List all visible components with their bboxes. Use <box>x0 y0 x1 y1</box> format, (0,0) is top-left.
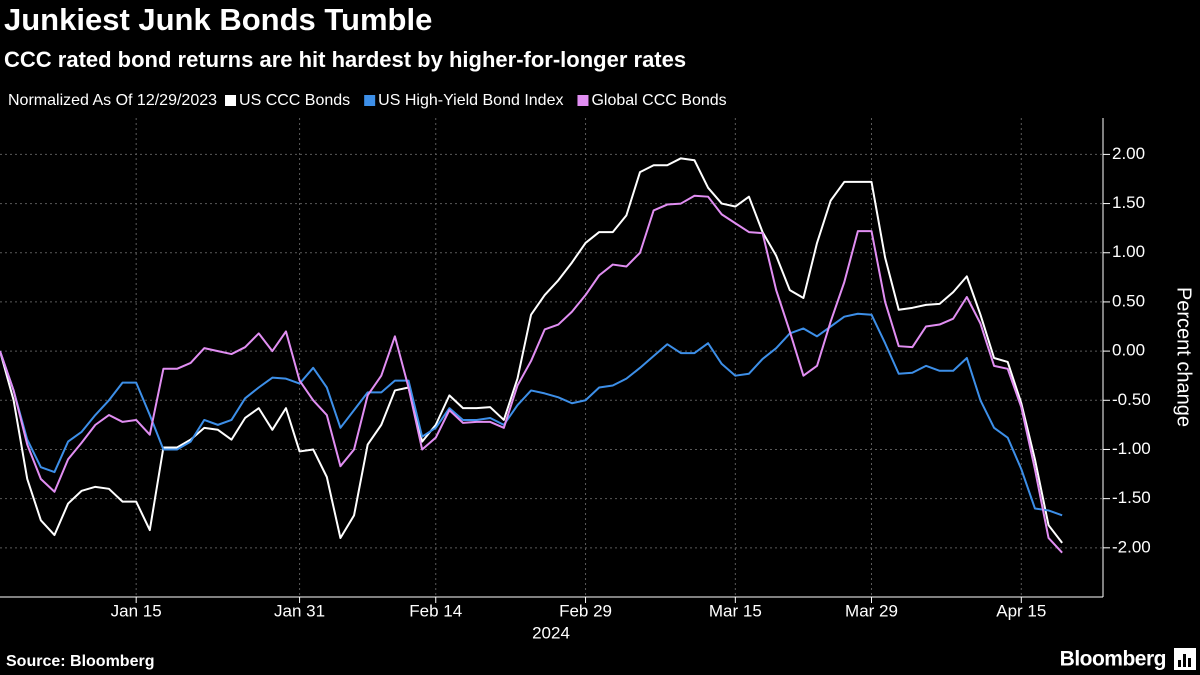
source: Source: Bloomberg <box>6 653 154 670</box>
logo: Bloomberg <box>1060 648 1166 671</box>
y-tick-label: 2.00 <box>1112 144 1145 163</box>
x-tick-label: Mar 15 <box>709 601 762 620</box>
legend-swatch <box>225 95 237 106</box>
series-line <box>0 157 1063 544</box>
y-axis-title: Percent change <box>1173 287 1195 427</box>
y-tick-label: -1.50 <box>1112 488 1151 507</box>
chart-subtitle: CCC rated bond returns are hit hardest b… <box>4 47 686 72</box>
y-tick-label: -1.00 <box>1112 439 1151 458</box>
legend-label: US CCC Bonds <box>239 92 350 109</box>
y-tick-label: 0.00 <box>1112 341 1145 360</box>
series-line <box>0 194 1063 554</box>
x-tick-label: Apr 15 <box>996 601 1046 620</box>
x-tick-label: Jan 31 <box>274 601 325 620</box>
y-tick-label: 1.00 <box>1112 242 1145 261</box>
legend-title: Normalized As Of 12/29/2023 <box>8 92 217 109</box>
x-axis-year: 2024 <box>532 623 570 642</box>
y-tick-label: 1.50 <box>1112 193 1145 212</box>
chart-title: Junkiest Junk Bonds Tumble <box>4 2 432 37</box>
y-tick-label: -0.50 <box>1112 390 1151 409</box>
legend-swatch <box>577 95 589 106</box>
x-tick-label: Mar 29 <box>845 601 898 620</box>
logo-icon <box>1174 648 1196 670</box>
legend-label: US High-Yield Bond Index <box>378 92 563 109</box>
legend-swatch <box>364 95 376 106</box>
x-tick-label: Feb 14 <box>409 601 462 620</box>
x-tick-label: Feb 29 <box>559 601 612 620</box>
y-tick-label: 0.50 <box>1112 291 1145 310</box>
y-tick-label: -2.00 <box>1112 537 1151 556</box>
x-tick-label: Jan 15 <box>111 601 162 620</box>
legend-label: Global CCC Bonds <box>591 92 726 109</box>
series-line <box>0 312 1063 517</box>
